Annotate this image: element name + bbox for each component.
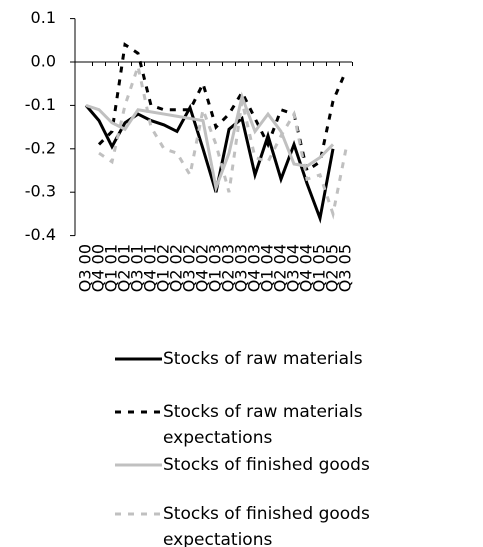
- x-tick-label: Q1 03: [206, 244, 225, 292]
- x-tick-label: Q3 05: [336, 244, 355, 292]
- y-tick-label: -0.3: [25, 182, 56, 201]
- series-line: [85, 91, 335, 194]
- y-tick-label: -0.1: [25, 95, 56, 114]
- x-tick-label: Q4 00: [89, 244, 108, 292]
- x-tick-label: Q2 04: [271, 244, 290, 292]
- x-tick-label: Q3 02: [180, 244, 199, 292]
- series-line: [97, 42, 348, 173]
- x-tick-label: Q1 05: [310, 244, 329, 292]
- legend-item: Stocks of finished goods expectations: [115, 501, 445, 547]
- legend-swatch: [115, 410, 162, 414]
- x-tick-label: Q1 01: [102, 244, 121, 292]
- x-tick-label: Q2 01: [115, 244, 134, 292]
- x-tick-label: Q4 01: [141, 244, 160, 292]
- x-tick-label: Q2 03: [219, 244, 238, 292]
- legend-item: Stocks of finished goods: [115, 452, 445, 478]
- x-tick-label: Q3 03: [232, 244, 251, 292]
- legend-swatch: [115, 357, 162, 361]
- x-tick-label: Q2 05: [323, 244, 342, 292]
- y-tick-label: -0.2: [25, 138, 56, 157]
- x-tick-label: Q1 02: [154, 244, 173, 292]
- x-tick-label: Q4 03: [245, 244, 264, 292]
- x-tick-label: Q2 02: [167, 244, 186, 292]
- legend-swatch: [115, 463, 162, 467]
- x-tick-label: Q3 01: [128, 244, 147, 292]
- legend-label: Stocks of raw materials expectations: [163, 402, 363, 448]
- legend-label: Stocks of finished goods expectations: [163, 504, 370, 547]
- y-tick-label: -0.4: [25, 225, 56, 244]
- legend-label: Stocks of raw materials: [163, 349, 363, 369]
- x-tick-label: Q4 04: [297, 244, 316, 292]
- x-tick-label: Q1 04: [258, 244, 277, 292]
- x-tick-label: Q4 02: [193, 244, 212, 292]
- x-tick-label: Q3 00: [76, 244, 95, 292]
- series-line: [98, 60, 348, 220]
- x-tick-label: Q3 04: [284, 244, 303, 292]
- legend-label: Stocks of finished goods: [163, 455, 370, 475]
- y-tick-label: 0.0: [31, 52, 56, 71]
- legend-item: Stocks of raw materials expectations: [115, 399, 445, 451]
- y-tick-label: 0.1: [31, 8, 56, 27]
- legend-item: Stocks of raw materials: [115, 346, 445, 372]
- series-line: [84, 103, 335, 224]
- legend-swatch: [115, 512, 162, 516]
